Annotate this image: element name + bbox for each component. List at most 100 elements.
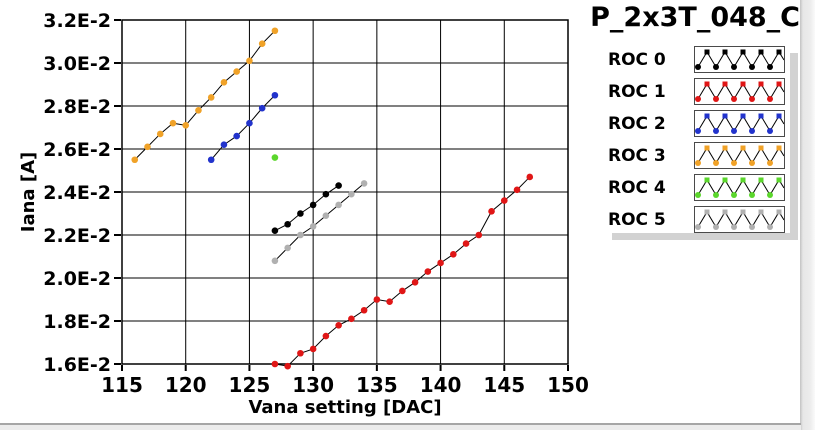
data-point bbox=[322, 212, 330, 219]
data-point bbox=[271, 27, 279, 35]
svg-text:3.2E-2: 3.2E-2 bbox=[43, 10, 111, 32]
data-point bbox=[271, 154, 279, 161]
data-point bbox=[233, 132, 240, 140]
data-point bbox=[309, 223, 317, 230]
data-point bbox=[182, 122, 190, 129]
data-point bbox=[271, 257, 279, 265]
x-axis-title: Vana setting [DAC] bbox=[248, 397, 441, 418]
series-roc4 bbox=[271, 154, 279, 161]
axis-ticks bbox=[114, 19, 569, 371]
panel-bevel-right bbox=[800, 0, 815, 430]
data-point bbox=[373, 296, 381, 303]
data-point bbox=[526, 173, 534, 181]
data-point bbox=[348, 190, 355, 198]
svg-text:150: 150 bbox=[547, 373, 589, 397]
data-point bbox=[169, 119, 177, 127]
data-point bbox=[335, 322, 342, 329]
data-point bbox=[322, 332, 330, 340]
legend-label-roc4: ROC 4 bbox=[608, 177, 666, 198]
svg-text:2.8E-2: 2.8E-2 bbox=[43, 96, 111, 118]
data-point bbox=[500, 197, 508, 204]
legend-label-roc1: ROC 1 bbox=[608, 81, 666, 102]
data-point bbox=[335, 201, 342, 209]
series-roc0 bbox=[271, 182, 342, 234]
data-point bbox=[297, 349, 304, 357]
series-roc2 bbox=[207, 91, 279, 164]
legend-plot-style-roc5[interactable] bbox=[694, 206, 785, 233]
data-point bbox=[322, 190, 330, 198]
svg-text:2.4E-2: 2.4E-2 bbox=[43, 182, 111, 204]
panel-bevel-bottom bbox=[0, 423, 801, 430]
y-axis-title: Iana [A] bbox=[18, 152, 39, 232]
data-point bbox=[297, 210, 304, 217]
axis-tick-labels: 115 120 125 130 135 140 145 150 1.6E-2 1.8E-2 2.0E… bbox=[43, 10, 589, 397]
data-point bbox=[450, 251, 457, 258]
data-point bbox=[195, 107, 202, 114]
data-point bbox=[131, 156, 139, 164]
svg-text:145: 145 bbox=[483, 373, 525, 397]
legend-row-roc0: ROC 0 bbox=[604, 46, 790, 73]
data-point bbox=[297, 231, 304, 239]
legend-label-roc5: ROC 5 bbox=[608, 209, 666, 230]
data-point bbox=[462, 240, 470, 247]
legend-row-roc5: ROC 5 bbox=[604, 206, 790, 233]
legend-zigzag-icon bbox=[695, 81, 784, 102]
data-point bbox=[207, 156, 215, 164]
data-point bbox=[220, 141, 228, 148]
data-point bbox=[335, 182, 342, 189]
legend-zigzag-icon bbox=[695, 209, 784, 230]
svg-text:140: 140 bbox=[420, 373, 462, 397]
data-point bbox=[271, 227, 279, 234]
data-point bbox=[258, 40, 266, 47]
grid bbox=[122, 20, 568, 364]
data-point bbox=[437, 259, 444, 267]
svg-text:115: 115 bbox=[101, 373, 143, 397]
data-point bbox=[271, 360, 279, 368]
legend-zigzag-icon bbox=[695, 49, 784, 70]
data-point bbox=[513, 186, 521, 194]
series-roc5 bbox=[271, 180, 368, 265]
data-point bbox=[144, 143, 151, 151]
legend-label-roc0: ROC 0 bbox=[608, 49, 666, 70]
svg-text:3.0E-2: 3.0E-2 bbox=[43, 53, 111, 75]
data-point bbox=[360, 180, 368, 187]
svg-text:130: 130 bbox=[292, 373, 334, 397]
svg-text:1.8E-2: 1.8E-2 bbox=[43, 311, 111, 333]
legend-plot-style-roc4[interactable] bbox=[694, 174, 785, 201]
legend-row-roc1: ROC 1 bbox=[604, 78, 790, 105]
data-point bbox=[246, 119, 253, 127]
chart-title: P_2x3T_048_C bbox=[590, 2, 800, 33]
data-point bbox=[488, 208, 495, 215]
legend-row-roc4: ROC 4 bbox=[604, 174, 790, 201]
legend-plot-style-roc2[interactable] bbox=[694, 110, 785, 137]
series-roc1 bbox=[271, 173, 534, 370]
svg-text:135: 135 bbox=[356, 373, 398, 397]
svg-text:120: 120 bbox=[165, 373, 207, 397]
svg-text:2.6E-2: 2.6E-2 bbox=[43, 139, 111, 161]
legend-zigzag-icon bbox=[695, 177, 784, 198]
legend-zigzag-icon bbox=[695, 145, 784, 166]
data-point bbox=[309, 201, 317, 209]
data-point bbox=[475, 231, 483, 239]
data-point bbox=[399, 287, 406, 295]
data-point bbox=[284, 244, 291, 252]
legend-plot-style-roc0[interactable] bbox=[694, 46, 785, 73]
svg-text:2.2E-2: 2.2E-2 bbox=[43, 225, 111, 247]
data-point bbox=[348, 315, 355, 323]
data-point bbox=[156, 130, 164, 138]
data-point bbox=[411, 279, 419, 286]
data-point bbox=[309, 345, 317, 353]
plot-frame bbox=[121, 19, 569, 365]
legend-zigzag-icon bbox=[695, 113, 784, 134]
legend-label-roc3: ROC 3 bbox=[608, 145, 666, 166]
data-point bbox=[207, 94, 215, 101]
legend-row-roc2: ROC 2 bbox=[604, 110, 790, 137]
data-point bbox=[284, 362, 291, 370]
data-point bbox=[246, 57, 253, 65]
legend-plot-style-roc1[interactable] bbox=[694, 78, 785, 105]
legend-row-roc3: ROC 3 bbox=[604, 142, 790, 169]
legend-plot-style-roc3[interactable] bbox=[694, 142, 785, 169]
plot-legend: ROC 0 ROC 1 ROC 2 ROC 3 ROC 4 ROC 5 bbox=[604, 46, 790, 233]
svg-text:1.6E-2: 1.6E-2 bbox=[43, 354, 111, 376]
